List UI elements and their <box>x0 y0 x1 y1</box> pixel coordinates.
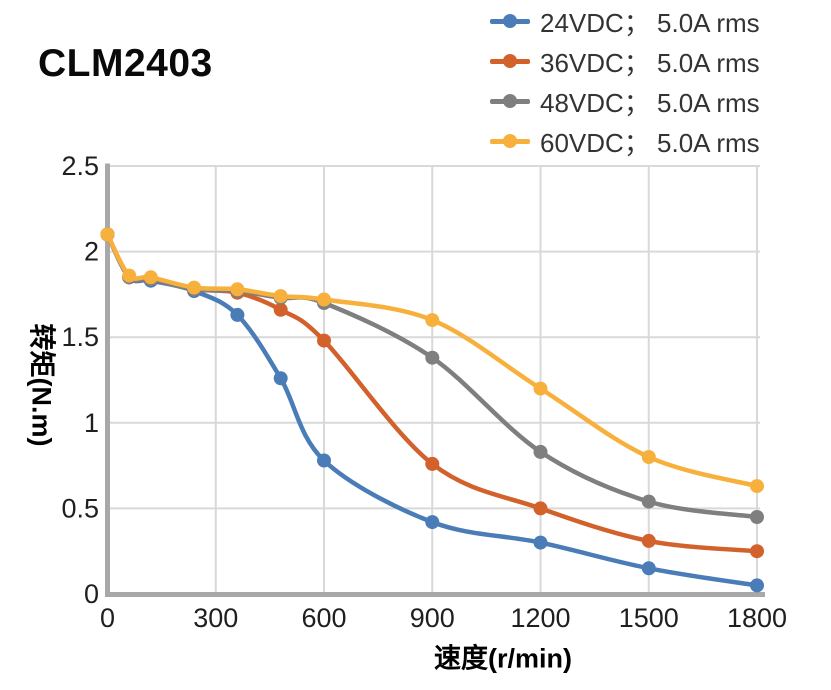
y-tick-label: 1 <box>84 408 99 438</box>
data-point-36vdc <box>425 456 440 471</box>
legend-item-label: 36VDC； 5.0A rms <box>540 47 760 78</box>
legend-item-label: 60VDC； 5.0A rms <box>540 127 760 158</box>
legend-item-24vdc: 24VDC； 5.0A rms <box>490 1 760 41</box>
data-point-24vdc <box>273 371 288 386</box>
data-point-36vdc <box>533 501 548 516</box>
data-point-60vdc <box>273 289 288 304</box>
data-point-36vdc <box>750 544 764 559</box>
data-point-24vdc <box>317 453 331 468</box>
y-tick-label: 1.5 <box>61 322 99 352</box>
data-point-36vdc <box>273 302 288 317</box>
chart-title: CLM2403 <box>38 42 213 85</box>
data-point-60vdc <box>230 282 245 297</box>
data-point-36vdc <box>641 533 656 548</box>
x-tick-label: 900 <box>410 603 455 633</box>
data-point-24vdc <box>533 535 548 550</box>
data-point-60vdc <box>317 292 331 307</box>
data-point-60vdc <box>641 450 656 464</box>
data-point-24vdc <box>425 515 440 530</box>
data-point-60vdc <box>122 268 137 283</box>
y-tick-label: 0.5 <box>61 493 99 523</box>
legend-item-label: 48VDC； 5.0A rms <box>540 87 760 118</box>
x-axis-label: 速度(r/min) <box>434 643 572 674</box>
x-tick-label: 1500 <box>619 603 679 633</box>
legend-item-36vdc: 36VDC； 5.0A rms <box>490 41 760 81</box>
legend-marker-icon <box>490 134 530 148</box>
y-tick-label: 2.5 <box>61 151 99 181</box>
y-axis-label: 转矩(N.m) <box>26 323 57 447</box>
legend: 24VDC； 5.0A rms 36VDC； 5.0A rms 48VDC； 5.0… <box>490 1 760 161</box>
y-tick-label: 0 <box>84 579 99 609</box>
x-tick-label: 1800 <box>727 603 787 633</box>
data-point-48vdc <box>533 444 548 459</box>
x-tick-label: 600 <box>301 603 346 633</box>
x-tick-label: 300 <box>193 603 238 633</box>
data-point-60vdc <box>750 479 764 494</box>
legend-item-48vdc: 48VDC； 5.0A rms <box>490 81 760 121</box>
data-point-24vdc <box>230 307 245 322</box>
legend-item-label: 24VDC； 5.0A rms <box>540 7 760 38</box>
data-point-60vdc <box>100 227 115 242</box>
legend-marker-icon <box>490 14 530 28</box>
data-point-24vdc <box>750 578 764 593</box>
data-point-48vdc <box>641 494 656 509</box>
data-point-48vdc <box>750 510 764 524</box>
x-tick-label: 1200 <box>510 603 570 633</box>
data-point-48vdc <box>425 350 440 365</box>
legend-item-60vdc: 60VDC； 5.0A rms <box>490 121 760 161</box>
legend-marker-icon <box>490 94 530 108</box>
data-point-24vdc <box>641 561 656 576</box>
y-tick-label: 2 <box>84 237 99 267</box>
data-point-60vdc <box>187 280 202 295</box>
legend-marker-icon <box>490 54 530 68</box>
x-tick-label: 0 <box>100 603 115 633</box>
data-point-36vdc <box>317 333 331 348</box>
data-point-60vdc <box>425 313 440 328</box>
data-point-60vdc <box>143 270 158 285</box>
data-point-60vdc <box>533 381 548 396</box>
